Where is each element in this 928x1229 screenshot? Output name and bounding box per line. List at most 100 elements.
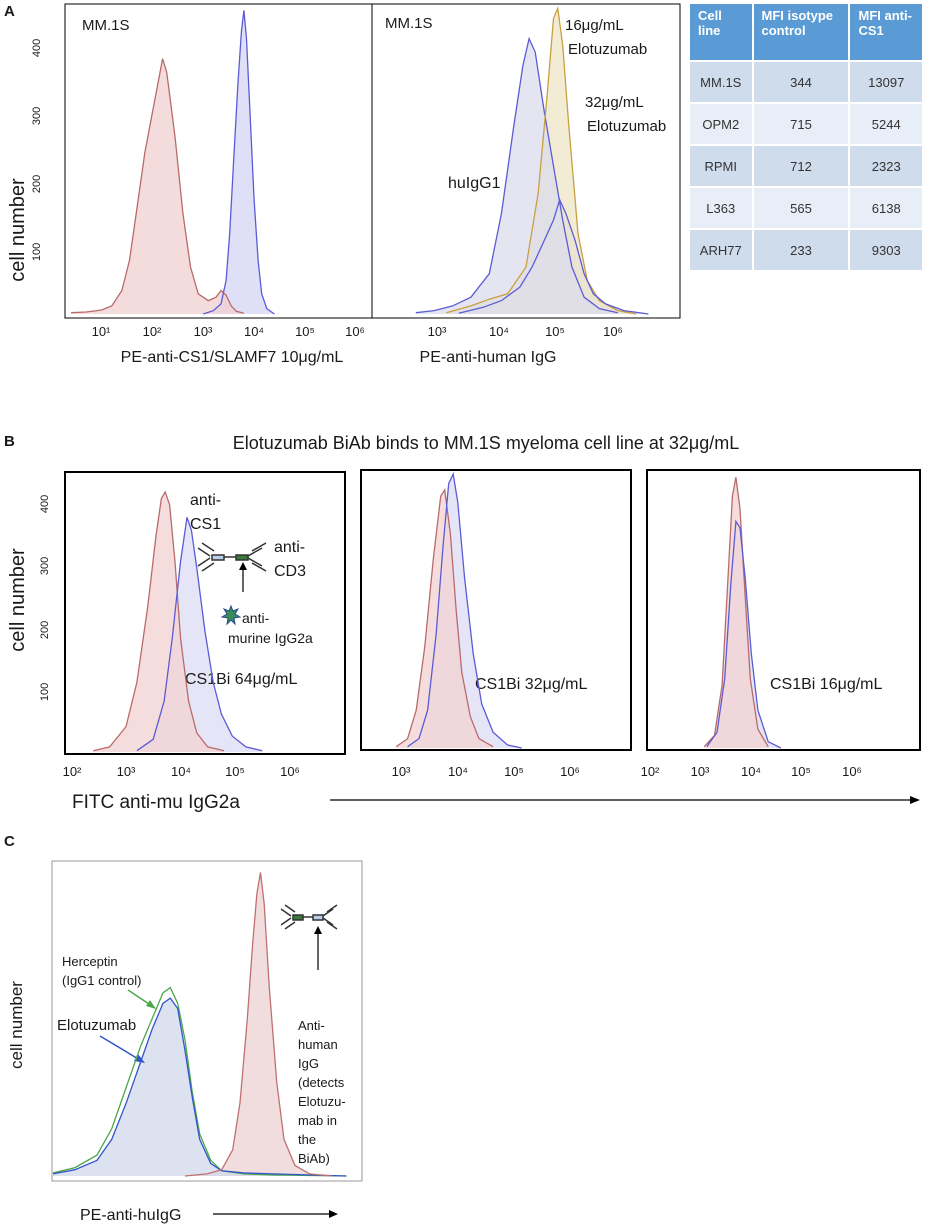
y-tick-label: 300 [31,107,43,125]
x-tick-label: 10⁴ [171,764,191,779]
y-tick-label: 400 [31,39,43,57]
annotation-elotuzumab: Elotuzumab [57,1017,136,1034]
histogram-line-1 [446,5,637,315]
annotation-anti-murine-a: anti- [242,610,270,626]
arrow-up-icon [314,926,322,934]
plot-frame [64,471,346,755]
histogram-fill-0 [93,492,225,752]
bispecific-antibody-icon [197,542,267,592]
histogram-fill-0 [71,58,244,315]
annotation-cs1bi-16: CS1Bi 16μg/mL [770,676,882,693]
y-axis-label: cell number [7,178,29,282]
table-row: MM.1S 344 13097 [688,60,924,104]
arrow-up-icon [239,562,247,570]
plot-frame [646,469,921,751]
x-axis-label: FITC anti-mu IgG2a [72,792,240,813]
y-axis-label: cell number [7,548,29,652]
chart-title: MM.1S [82,17,130,34]
x-tick-label: 10² [143,324,162,339]
histogram-line-1 [706,519,782,749]
annotation-herceptin: Herceptin [62,954,118,969]
x-axis-label: PE-anti-huIgG [80,1207,181,1224]
plot-frame [51,860,363,1182]
table-row: RPMI 712 2323 [688,144,924,188]
x-tick-label: 10⁶ [280,764,300,779]
histogram-fill-1 [53,998,347,1176]
histogram-line-2 [184,872,332,1177]
y-tick-label: 100 [39,683,51,701]
plot-frame [371,3,681,319]
x-tick-label: 10³ [428,324,447,339]
annotation-anti-7: the [298,1132,316,1147]
x-tick-label: 10⁶ [603,324,623,339]
panel-b-title: Elotuzumab BiAb binds to MM.1S myeloma c… [233,433,740,453]
histogram-line-1 [136,517,263,752]
x-tick-label: 10⁴ [489,324,509,339]
table-cell: ARH77 [688,228,754,272]
table-cell: OPM2 [688,102,754,146]
table-cell: 13097 [848,60,924,104]
histogram-line-0 [93,490,225,752]
table-cell: 715 [751,102,851,146]
x-tick-label: 10⁵ [295,324,315,339]
x-tick-label: 10⁵ [545,324,565,339]
y-tick-label: 200 [31,175,43,193]
plot-frame [360,469,632,751]
annotation-anti-4: (detects [298,1075,345,1090]
x-tick-label: 10³ [117,764,136,779]
histogram-line-1 [407,471,522,749]
histogram-line-2 [458,197,649,315]
annotation-anti-8: BiAb) [298,1151,330,1166]
annotation-anti-murine-b: murine IgG2a [228,630,313,646]
y-tick-label: 300 [39,557,51,575]
annotation-cs1bi-64: CS1Bi 64μg/mL [185,671,297,688]
table-cell: 344 [751,60,851,104]
fluorophore-star-icon [220,604,242,626]
annotation-anti-5: Elotuzu- [298,1094,346,1109]
table-cell: 6138 [848,186,924,230]
panel-label-b: B [4,433,15,450]
annotation-16-drug: Elotuzumab [568,41,647,58]
x-tick-label: 10⁵ [504,764,524,779]
annotation-huigg1: huIgG1 [448,175,501,192]
annotation-cs1bi-32: CS1Bi 32μg/mL [475,676,587,693]
x-tick-label: 10⁵ [791,764,811,779]
x-axis-arrowhead [910,796,920,804]
header-cell-line: Cell line [688,2,754,62]
x-tick-label: 10⁴ [741,764,761,779]
histogram-fill-1 [203,10,275,315]
table-cell: 2323 [848,144,924,188]
histogram-line-0 [395,488,494,748]
annotation-anti-3: IgG [298,1056,319,1071]
histogram-line-0 [703,477,769,748]
x-tick-label: 10³ [392,764,411,779]
table-cell: 233 [751,228,851,272]
table-row: ARH77 233 9303 [688,228,924,272]
x-tick-label: 10² [63,764,82,779]
y-tick-label: 400 [39,495,51,513]
annotation-32-label: 32μg/mL [585,94,644,111]
histogram-fill-2 [185,872,332,1176]
table-cell: 712 [751,144,851,188]
table-row: OPM2 715 5244 [688,102,924,146]
mfi-table: Cell line MFI isotype control MFI anti-C… [688,2,924,272]
annotation-anti-cd3-b: CD3 [274,563,306,580]
table-cell: L363 [688,186,754,230]
annotation-anti-2: human [298,1037,338,1052]
histogram-fill-0 [415,38,618,314]
elotuzumab-pointer [99,1035,141,1061]
table-cell: 9303 [848,228,924,272]
annotation-16-label: 16μg/mL [565,17,624,34]
panel-label-a: A [4,3,15,20]
x-tick-label: 10⁴ [244,324,264,339]
annotation-anti-cs1-a: anti- [190,492,221,509]
x-tick-label: 10² [641,764,660,779]
x-tick-label: 10⁶ [560,764,580,779]
chart-b1-64: cell number 100 200 300 400 anti- CS1 an… [7,471,920,813]
header-mfi-isotype: MFI isotype control [751,2,851,62]
chart-b2-32: CS1Bi 32μg/mL 10³ 10⁴ 10⁵ 10⁶ [360,469,632,779]
chart-c-anti-huigg: cell number Herceptin (IgG1 control) Elo… [7,860,363,1224]
histogram-line-1 [52,997,347,1177]
histogram-fill-0 [704,477,769,748]
